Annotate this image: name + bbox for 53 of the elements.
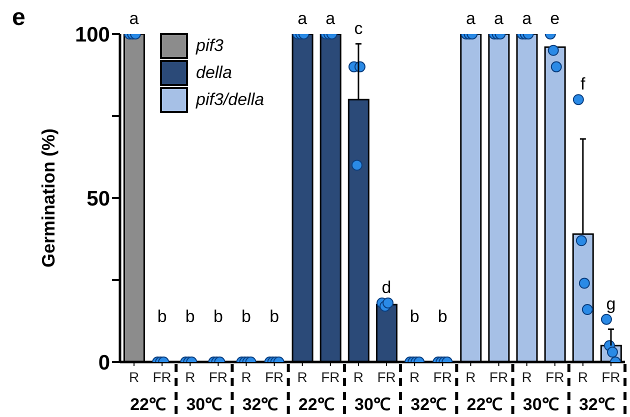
annotation: d bbox=[382, 278, 392, 297]
x-tick-label: FR bbox=[602, 369, 620, 385]
legend-label: della bbox=[196, 62, 232, 82]
x-tick-label: R bbox=[185, 369, 196, 385]
text: 30℃ bbox=[522, 395, 559, 414]
text: 22℃ bbox=[298, 395, 334, 414]
annotation: c bbox=[354, 18, 364, 38]
text: 30℃ bbox=[186, 395, 222, 414]
text: 32℃ bbox=[578, 395, 615, 414]
x-tick-label: FR bbox=[208, 369, 228, 385]
x-tick-label: FR bbox=[377, 369, 396, 385]
annotation: b bbox=[242, 307, 251, 326]
x-tick-label: R bbox=[410, 369, 420, 385]
text: a bbox=[326, 9, 336, 28]
x-tick-label: R bbox=[522, 369, 532, 385]
text: 30℃ bbox=[354, 395, 390, 414]
x-tick-label: FR bbox=[264, 369, 284, 385]
x-tick-label: R bbox=[297, 369, 308, 385]
text: 22℃ bbox=[130, 395, 166, 414]
x-tick-label: R bbox=[128, 369, 140, 385]
legend-label: pif3 bbox=[196, 36, 224, 56]
y-tick-label: 50 bbox=[86, 187, 110, 210]
y-tick-label: 100 bbox=[74, 23, 110, 46]
text: a bbox=[522, 9, 532, 28]
text: a bbox=[466, 9, 476, 28]
annotation: b bbox=[157, 307, 167, 326]
text: e bbox=[550, 9, 560, 28]
x-tick-label: R bbox=[241, 369, 252, 385]
annotation: b bbox=[438, 307, 448, 326]
legend-label: pif3/della bbox=[196, 90, 264, 110]
y-axis-title: Germination (%) bbox=[38, 128, 58, 268]
x-tick-label: FR bbox=[433, 369, 452, 385]
annotation: g bbox=[606, 294, 616, 314]
text: a bbox=[298, 9, 308, 28]
y-tick-label: 0 bbox=[98, 351, 110, 374]
annotation: f bbox=[580, 74, 586, 94]
text: 32℃ bbox=[242, 395, 278, 414]
annotation: b bbox=[270, 307, 280, 326]
chart-title: e bbox=[12, 4, 26, 32]
text: 32℃ bbox=[410, 395, 447, 414]
text: a bbox=[494, 9, 504, 28]
x-tick-label: FR bbox=[489, 369, 508, 385]
x-tick-label: R bbox=[353, 369, 364, 385]
x-tick-label: FR bbox=[546, 369, 564, 385]
text: 22℃ bbox=[466, 395, 503, 414]
annotation: b bbox=[410, 307, 420, 326]
text: a bbox=[129, 9, 140, 28]
x-tick-label: FR bbox=[152, 369, 172, 385]
annotation: b bbox=[213, 307, 223, 326]
x-tick-label: R bbox=[466, 369, 476, 385]
annotation: b bbox=[185, 307, 195, 326]
x-tick-label: FR bbox=[321, 369, 340, 385]
x-tick-label: R bbox=[578, 369, 588, 385]
